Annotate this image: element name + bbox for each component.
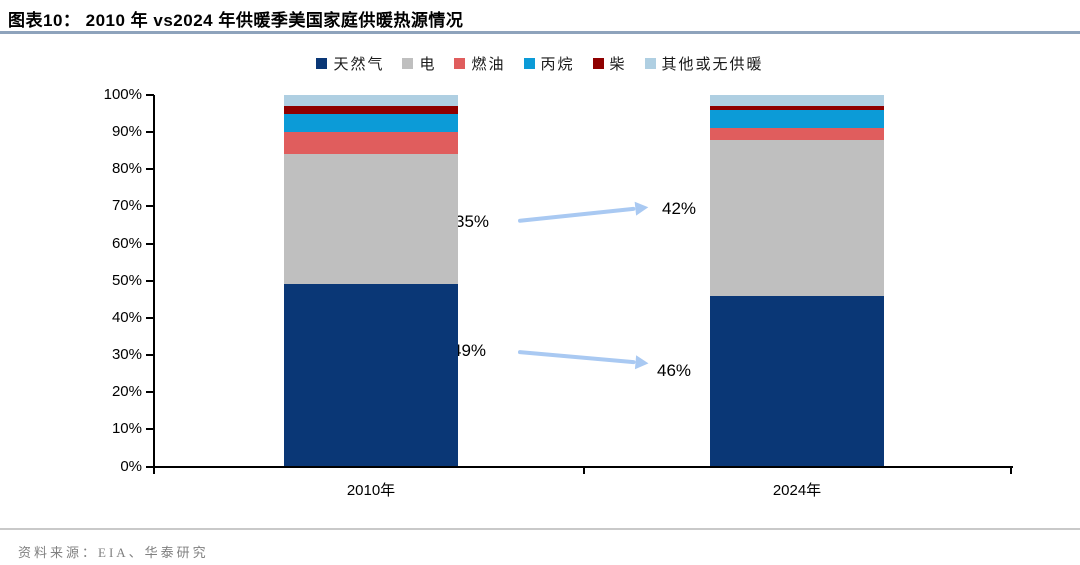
bar-segment-2024年-丙烷 <box>710 109 884 129</box>
legend-swatch-icon <box>402 58 414 69</box>
x-axis-tick <box>582 467 585 474</box>
bar-segment-2024年-天然气 <box>710 295 884 467</box>
annotation-gas-2010: 49% <box>452 341 487 360</box>
y-axis-tick <box>146 131 154 134</box>
y-axis-tick <box>146 391 154 394</box>
y-axis-tick <box>146 94 154 96</box>
y-axis-tick <box>146 354 154 357</box>
y-axis-tick <box>146 316 154 319</box>
y-axis-tick-label: 30% <box>111 346 142 364</box>
legend-item-电: 电 <box>402 53 436 74</box>
x-axis-category-label: 2024年 <box>772 482 822 499</box>
bar-segment-2010年-电 <box>284 154 458 285</box>
y-axis-tick <box>146 242 154 245</box>
legend-item-丙烷: 丙烷 <box>523 53 575 74</box>
legend-label: 柴 <box>609 57 627 73</box>
y-axis-tick-label: 70% <box>111 197 142 215</box>
bar-segment-2024年-燃油 <box>710 128 884 140</box>
y-axis-tick <box>146 205 154 208</box>
plot-area: 35% 42% 49% 46% 0% 10% 20% 30% 40% 50% 60% 70% 8… <box>0 0 1080 530</box>
legend-swatch-icon <box>454 58 466 69</box>
bar-segment-2010年-天然气 <box>284 284 458 467</box>
annotation-electric-2010: 35% <box>455 212 490 231</box>
legend-label: 其他或无供暖 <box>661 57 764 73</box>
chart-legend: 天然气 电 燃油 丙烷 柴 其他或无供暖 <box>0 53 1080 74</box>
y-axis-tick-label: 10% <box>111 420 142 438</box>
legend-item-燃油: 燃油 <box>454 53 505 74</box>
x-axis-tick <box>1010 467 1012 474</box>
bar-segment-2010年-其他或无供暖 <box>284 95 458 107</box>
bar-segment-2010年-丙烷 <box>284 113 458 133</box>
annotation-arrow-gas-icon <box>517 350 636 364</box>
y-axis-tick <box>146 465 154 468</box>
y-axis-tick-label: 60% <box>111 234 142 252</box>
annotation-gas-2024: 46% <box>657 361 692 380</box>
y-axis-tick-label: 80% <box>111 160 142 178</box>
x-axis-category-label: 2010年 <box>346 482 396 499</box>
footer-divider <box>0 528 1080 530</box>
bar-segment-2010年-燃油 <box>284 132 458 155</box>
legend-swatch-icon <box>316 58 328 69</box>
legend-swatch-icon <box>523 58 535 69</box>
bar-segment-2010年-柴 <box>284 106 458 114</box>
title-underline <box>0 31 1080 34</box>
annotation-electric-2024: 42% <box>662 199 697 218</box>
legend-label: 丙烷 <box>540 57 575 73</box>
legend-swatch-icon <box>644 58 656 69</box>
y-axis-tick-label: 100% <box>103 86 142 103</box>
source-note: 资料来源：EIA、华泰研究 <box>18 545 209 560</box>
legend-swatch-icon <box>592 58 604 69</box>
legend-item-其他或无供暖: 其他或无供暖 <box>644 53 764 74</box>
legend-item-柴: 柴 <box>592 53 627 74</box>
legend-label: 电 <box>419 57 437 73</box>
y-axis-tick <box>146 428 154 431</box>
y-axis-tick-label: 20% <box>111 383 142 401</box>
y-axis-tick-label: 90% <box>111 123 142 141</box>
y-axis-tick-label: 0% <box>120 457 142 475</box>
y-axis-tick-label: 40% <box>111 308 142 326</box>
bar-segment-2024年-其他或无供暖 <box>710 95 884 107</box>
y-axis-tick-label: 50% <box>111 271 142 289</box>
x-axis-tick <box>153 467 155 474</box>
legend-label: 燃油 <box>471 57 506 73</box>
figure-title: 图表10： 2010 年 vs2024 年供暖季美国家庭供暖热源情况 <box>8 11 464 30</box>
bar-segment-2024年-柴 <box>710 106 884 110</box>
y-axis-line <box>153 95 155 469</box>
y-axis-tick <box>146 279 154 282</box>
y-axis-tick <box>146 168 154 171</box>
bar-segment-2024年-电 <box>710 139 884 296</box>
legend-item-天然气: 天然气 <box>316 53 384 74</box>
annotation-arrow-electric-icon <box>517 206 636 223</box>
legend-label: 天然气 <box>333 57 385 73</box>
